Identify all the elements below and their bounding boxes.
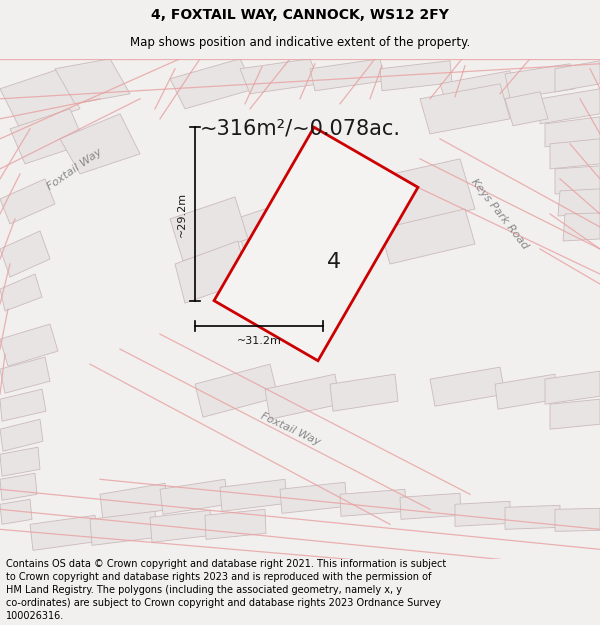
Polygon shape	[540, 89, 600, 124]
Polygon shape	[0, 419, 43, 451]
Text: Keys Park Road: Keys Park Road	[469, 177, 530, 251]
Polygon shape	[380, 209, 475, 264]
Polygon shape	[545, 117, 600, 147]
Polygon shape	[0, 274, 42, 311]
Polygon shape	[505, 64, 575, 99]
Polygon shape	[205, 509, 266, 539]
Polygon shape	[0, 473, 37, 500]
Polygon shape	[150, 511, 212, 542]
Polygon shape	[90, 511, 157, 546]
Text: 4: 4	[327, 252, 341, 272]
Polygon shape	[0, 324, 58, 366]
Text: Foxtail Way: Foxtail Way	[259, 411, 322, 447]
Polygon shape	[280, 482, 347, 513]
Polygon shape	[235, 199, 305, 254]
Polygon shape	[55, 59, 130, 104]
Polygon shape	[265, 374, 340, 419]
Polygon shape	[0, 448, 40, 476]
Polygon shape	[0, 179, 55, 224]
Polygon shape	[400, 493, 461, 519]
Polygon shape	[0, 357, 50, 393]
Polygon shape	[220, 479, 287, 511]
Polygon shape	[550, 399, 600, 429]
Polygon shape	[563, 213, 600, 241]
Polygon shape	[0, 231, 50, 277]
Polygon shape	[555, 508, 600, 531]
Text: ~29.2m: ~29.2m	[177, 191, 187, 236]
Polygon shape	[555, 61, 600, 92]
Polygon shape	[0, 69, 80, 129]
Polygon shape	[310, 59, 385, 91]
Polygon shape	[555, 166, 600, 194]
Polygon shape	[160, 479, 228, 514]
Polygon shape	[175, 241, 248, 303]
Text: ~31.2m: ~31.2m	[236, 336, 281, 346]
Polygon shape	[455, 501, 510, 526]
Text: ~316m²/~0.078ac.: ~316m²/~0.078ac.	[199, 119, 401, 139]
Polygon shape	[240, 59, 320, 94]
Polygon shape	[214, 127, 418, 361]
Polygon shape	[495, 374, 558, 409]
Polygon shape	[340, 489, 406, 516]
Text: Contains OS data © Crown copyright and database right 2021. This information is : Contains OS data © Crown copyright and d…	[6, 559, 446, 621]
Polygon shape	[380, 61, 452, 91]
Polygon shape	[100, 483, 168, 521]
Polygon shape	[558, 189, 600, 216]
Polygon shape	[545, 371, 600, 404]
Polygon shape	[30, 516, 98, 551]
Text: 4, FOXTAIL WAY, CANNOCK, WS12 2FY: 4, FOXTAIL WAY, CANNOCK, WS12 2FY	[151, 8, 449, 22]
Polygon shape	[330, 374, 398, 411]
Polygon shape	[60, 114, 140, 174]
Polygon shape	[0, 499, 32, 524]
Polygon shape	[505, 92, 548, 126]
Polygon shape	[430, 367, 505, 406]
Polygon shape	[10, 109, 85, 164]
Polygon shape	[170, 59, 255, 109]
Polygon shape	[505, 505, 560, 529]
Text: Map shows position and indicative extent of the property.: Map shows position and indicative extent…	[130, 36, 470, 49]
Text: Foxtail Way: Foxtail Way	[46, 146, 104, 191]
Polygon shape	[0, 389, 46, 421]
Polygon shape	[170, 197, 248, 261]
Polygon shape	[195, 364, 278, 418]
Polygon shape	[240, 237, 308, 286]
Polygon shape	[550, 139, 600, 169]
Polygon shape	[420, 84, 510, 134]
Polygon shape	[440, 71, 518, 109]
Polygon shape	[370, 159, 475, 229]
